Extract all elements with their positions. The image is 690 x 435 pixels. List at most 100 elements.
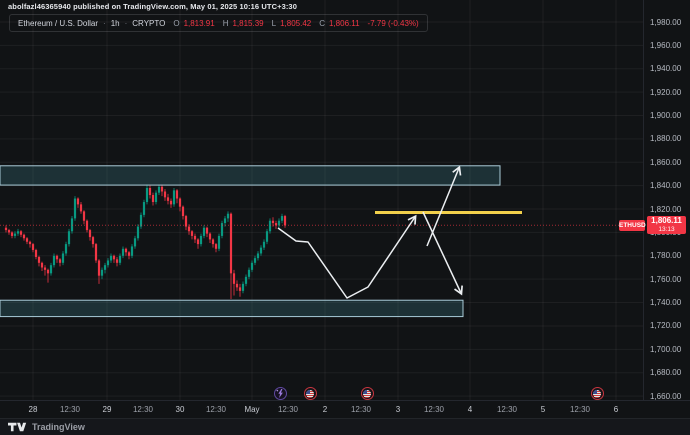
candle-body bbox=[214, 244, 218, 249]
price-tick-label: 1,760.00 bbox=[650, 274, 682, 284]
retest-down-arrow[interactable] bbox=[422, 211, 463, 296]
candle-body bbox=[190, 231, 194, 236]
high-label: H bbox=[222, 18, 229, 28]
publisher-line: abolfazl46365940 published on TradingVie… bbox=[8, 2, 297, 11]
candle-body bbox=[91, 237, 95, 245]
candle-body bbox=[145, 187, 149, 203]
time-tick-label: 2 bbox=[322, 405, 328, 414]
candle-body bbox=[166, 197, 170, 201]
candle-body bbox=[154, 192, 158, 203]
candle-body bbox=[235, 283, 239, 288]
candle-body bbox=[118, 255, 122, 263]
candle-body bbox=[148, 187, 152, 196]
candle-body bbox=[97, 260, 101, 276]
price-tick-label: 1,720.00 bbox=[650, 321, 682, 331]
time-tick-label: 12:30 bbox=[205, 405, 227, 414]
candle-body bbox=[130, 246, 134, 256]
us-flag-economic-event-icon[interactable] bbox=[590, 387, 604, 400]
candle-body bbox=[280, 216, 284, 221]
price-tick-label: 1,740.00 bbox=[650, 298, 682, 308]
candle-body bbox=[157, 186, 161, 193]
candle-body bbox=[172, 190, 176, 205]
candle-body bbox=[241, 283, 245, 291]
candle-body bbox=[49, 265, 53, 274]
projected-price-path[interactable] bbox=[277, 214, 417, 299]
time-tick-label: 12:30 bbox=[277, 405, 299, 414]
price-axis[interactable]: 1,980.00 1,960.00 1,940.00 1,920.00 1,900.00… bbox=[643, 0, 690, 401]
legend-separator: · bbox=[124, 18, 128, 28]
grid-layer bbox=[0, 0, 643, 400]
price-tick-label: 1,680.00 bbox=[650, 368, 682, 378]
candle-body bbox=[31, 244, 35, 250]
change-value: -7.79 (-0.43%) bbox=[367, 18, 419, 28]
candle-body bbox=[103, 265, 107, 270]
time-tick-label: 3 bbox=[395, 405, 401, 414]
time-tick-label: 5 bbox=[540, 405, 546, 414]
candle-body bbox=[136, 226, 140, 239]
us-flag-economic-event-icon[interactable] bbox=[360, 387, 374, 400]
candle-body bbox=[247, 269, 251, 277]
candle-body bbox=[34, 249, 38, 257]
legend-separator: · bbox=[103, 18, 106, 28]
ai-lightning-icon[interactable] bbox=[273, 387, 287, 400]
candle-body bbox=[265, 231, 269, 242]
candle-body bbox=[211, 239, 215, 245]
symbol-price-tag: ETHUSD bbox=[619, 219, 646, 231]
candle-body bbox=[109, 255, 113, 261]
footer-bar: TradingView bbox=[0, 418, 690, 435]
candle-body bbox=[256, 253, 260, 259]
us-flag-economic-event-icon[interactable] bbox=[303, 387, 317, 400]
supply-zone[interactable] bbox=[0, 165, 501, 186]
time-tick-label: 12:30 bbox=[350, 405, 372, 414]
tradingview-brand-text[interactable]: TradingView bbox=[32, 422, 85, 432]
time-tick-label: 12:30 bbox=[569, 405, 591, 414]
candle-body bbox=[244, 276, 248, 284]
price-tick-label: 1,660.00 bbox=[650, 391, 682, 401]
time-tick-label: 29 bbox=[102, 405, 112, 414]
candle-body bbox=[73, 198, 77, 219]
candles-layer bbox=[4, 184, 287, 300]
candle-body bbox=[13, 233, 17, 236]
candle-body bbox=[277, 220, 281, 226]
demand-zone[interactable] bbox=[0, 299, 464, 318]
price-tick-label: 1,860.00 bbox=[650, 157, 682, 167]
candle-body bbox=[205, 227, 209, 234]
candle-body bbox=[181, 206, 185, 217]
candle-body bbox=[58, 259, 62, 263]
symbol-legend[interactable]: Ethereum / U.S. Dollar · 1h · CRYPTO O 1… bbox=[9, 14, 428, 32]
open-value: 1,813.91 bbox=[183, 18, 215, 28]
close-label: C bbox=[319, 18, 325, 28]
candle-body bbox=[121, 248, 125, 256]
candle-body bbox=[223, 218, 227, 224]
price-tick-label: 1,840.00 bbox=[650, 181, 682, 191]
price-tick-label: 1,820.00 bbox=[650, 204, 682, 214]
candle-body bbox=[229, 213, 233, 274]
candle-body bbox=[124, 248, 128, 253]
candle-body bbox=[253, 258, 257, 263]
candle-body bbox=[226, 213, 230, 219]
candle-body bbox=[184, 216, 188, 227]
candle-body bbox=[37, 256, 41, 263]
bar-countdown: 13:13 bbox=[658, 226, 675, 234]
candle-body bbox=[202, 227, 206, 236]
tradingview-logo-icon[interactable] bbox=[8, 422, 28, 432]
candle-body bbox=[151, 195, 155, 203]
candle-body bbox=[55, 255, 59, 260]
time-tick-label: 28 bbox=[28, 405, 38, 414]
price-tick-label: 1,960.00 bbox=[650, 40, 682, 50]
candle-body bbox=[76, 198, 80, 205]
candle-body bbox=[46, 269, 50, 274]
time-axis[interactable]: 28 12:30 29 12:30 30 12:30 May 12:30 2 12:30 3 12:3… bbox=[0, 400, 690, 419]
candle-body bbox=[160, 186, 164, 192]
time-tick-label: 12:30 bbox=[132, 405, 154, 414]
price-tick-label: 1,920.00 bbox=[650, 87, 682, 97]
breakout-up-arrow[interactable] bbox=[426, 165, 462, 247]
candle-body bbox=[139, 214, 143, 227]
exchange-label: CRYPTO bbox=[132, 18, 166, 28]
last-price-value: 1,806.11 bbox=[651, 216, 682, 226]
chart-canvas[interactable] bbox=[0, 0, 643, 400]
time-tick-label: 12:30 bbox=[496, 405, 518, 414]
symbol-title: Ethereum / U.S. Dollar bbox=[18, 18, 99, 28]
candle-body bbox=[271, 220, 275, 224]
